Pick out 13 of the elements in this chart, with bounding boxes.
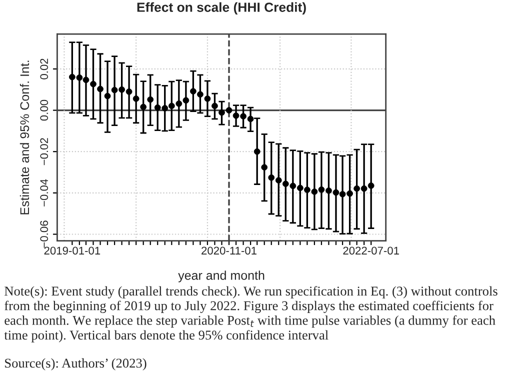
x-tick-label: 2020-11-01 — [202, 246, 256, 255]
y-axis-title: Estimate and 95% Conf. Int. — [20, 60, 30, 214]
y-tick-label: −0.06 — [40, 220, 48, 248]
x-tick-label: 2019-01-01 — [44, 246, 100, 255]
x-axis-title: year and month — [178, 270, 264, 282]
y-tick-label: 0.00 — [40, 100, 48, 121]
y-tick-label: −0.04 — [40, 179, 48, 206]
text: Note(s): Event study (parallel trends check). We run specification in Eq. (3) without controls from the beginning of 2019 up to July 2022. Figure 3 displays the estimated coefficients for each month. We replace the step variable Post$_{t}$ with time pulse variables (a dummy for each time point). Vertical bars denote the 95% confidence interval — [4, 286, 498, 342]
chart-title: Effect on scale (HHI Credit) — [137, 2, 306, 15]
source-note: Source(s): Authors’ (2023) — [5, 358, 146, 370]
x-tick-label: 2022-07-01 — [343, 246, 399, 255]
y-tick-label: −0.02 — [40, 138, 48, 166]
y-tick-label: 0.02 — [40, 58, 48, 80]
